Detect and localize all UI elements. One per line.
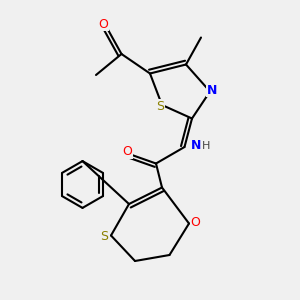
Text: N: N (207, 83, 217, 97)
Text: O: O (123, 145, 132, 158)
Text: S: S (157, 100, 164, 113)
Text: H: H (202, 140, 210, 151)
Text: O: O (99, 17, 108, 31)
Text: O: O (191, 215, 200, 229)
Text: N: N (191, 139, 201, 152)
Text: S: S (100, 230, 108, 244)
